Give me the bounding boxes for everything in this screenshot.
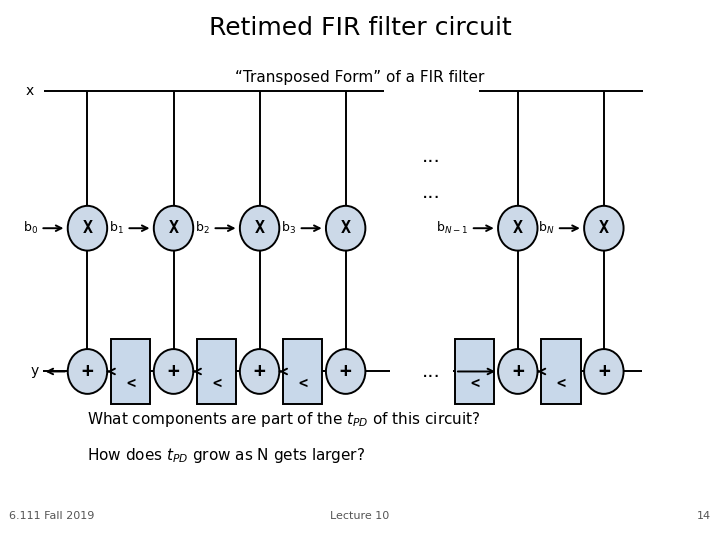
Text: y: y [31,364,39,379]
Text: <: < [212,376,221,391]
Text: Retimed FIR filter circuit: Retimed FIR filter circuit [209,16,511,40]
Text: ...: ... [423,147,441,166]
Text: 14: 14 [697,511,711,521]
Bar [111,339,150,404]
Text: ...: ... [423,362,441,381]
Text: <: < [470,376,480,391]
Text: b$_1$: b$_1$ [109,220,124,237]
Text: How does $t_{PD}$ grow as N gets larger?: How does $t_{PD}$ grow as N gets larger? [87,446,366,464]
Text: +: + [340,362,351,381]
Ellipse shape [498,206,538,251]
Text: X: X [83,219,92,237]
Text: <: < [298,376,307,391]
Text: “Transposed Form” of a FIR filter: “Transposed Form” of a FIR filter [235,70,485,85]
Text: What components are part of the $t_{PD}$ of this circuit?: What components are part of the $t_{PD}$… [87,410,481,429]
Ellipse shape [154,206,193,251]
Text: x: x [25,84,34,98]
Text: +: + [81,362,94,381]
Ellipse shape [498,349,538,394]
Ellipse shape [68,206,107,251]
Bar [455,339,495,404]
Text: +: + [253,362,266,381]
Bar [541,339,580,404]
Ellipse shape [68,349,107,394]
Text: X: X [341,219,351,237]
Text: b$_2$: b$_2$ [195,220,210,237]
Text: +: + [512,362,523,381]
Text: Lecture 10: Lecture 10 [330,511,390,521]
Text: X: X [168,219,179,237]
Ellipse shape [240,349,279,394]
Text: ...: ... [423,183,441,202]
Ellipse shape [240,206,279,251]
Bar [197,339,236,404]
Text: X: X [513,219,523,237]
Text: +: + [168,362,179,381]
Text: X: X [599,219,609,237]
Text: <: < [557,376,565,391]
Text: b$_{N-1}$: b$_{N-1}$ [436,220,468,237]
Ellipse shape [326,349,365,394]
Text: +: + [598,362,610,381]
Text: b$_0$: b$_0$ [22,220,37,237]
Ellipse shape [584,206,624,251]
Text: <: < [126,376,135,391]
Bar [283,339,323,404]
Ellipse shape [326,206,365,251]
Text: b$_N$: b$_N$ [538,220,554,237]
Text: X: X [255,219,264,237]
Ellipse shape [154,349,193,394]
Text: 6.111 Fall 2019: 6.111 Fall 2019 [9,511,94,521]
Ellipse shape [584,349,624,394]
Text: b$_3$: b$_3$ [281,220,296,237]
